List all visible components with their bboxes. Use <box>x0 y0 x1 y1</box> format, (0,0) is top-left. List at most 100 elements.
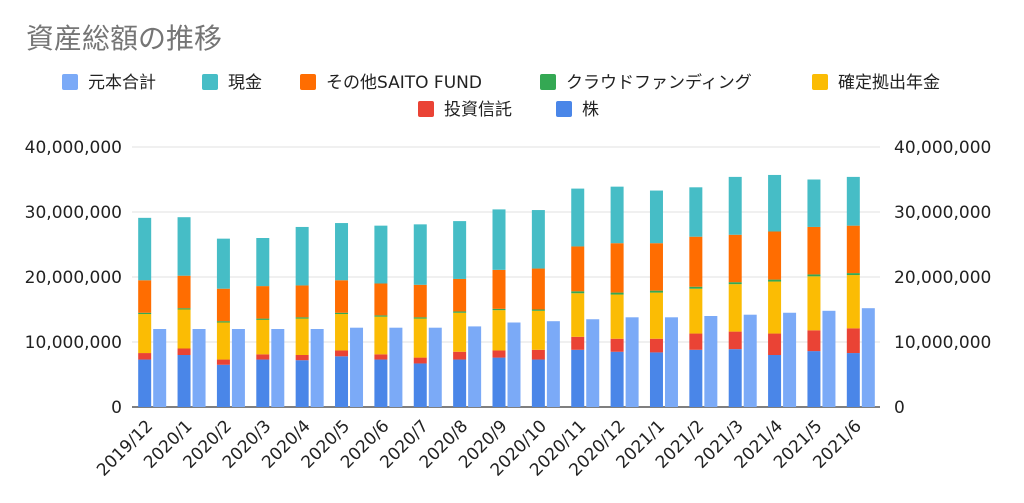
bar-segment-0-3 <box>256 359 270 407</box>
legend-swatch <box>300 74 316 90</box>
bar-segment-3-10 <box>531 309 545 311</box>
right-y-tick-label: 30,000,000 <box>894 203 991 223</box>
bar-segment-3-1 <box>177 308 191 310</box>
bar-segment-0-6 <box>374 359 388 407</box>
bar-segment-0-17 <box>807 351 821 407</box>
bar-segment-3-15 <box>728 282 742 285</box>
principal-bar-10 <box>546 321 560 407</box>
bar-segment-1-0 <box>138 353 152 360</box>
bar-segment-5-16 <box>768 174 782 232</box>
bar-segment-3-13 <box>649 290 663 293</box>
bar-segment-3-8 <box>453 311 467 313</box>
bar-segment-4-10 <box>531 268 545 310</box>
bar-segment-5-1 <box>177 217 191 276</box>
bar-segment-5-7 <box>413 224 427 285</box>
legend-item-0: 元本合計 <box>62 73 156 93</box>
principal-bar-6 <box>389 327 403 407</box>
bar-segment-4-2 <box>216 288 230 322</box>
bar-segment-5-8 <box>453 221 467 279</box>
bar-segment-0-9 <box>492 357 506 407</box>
legend-label: 株 <box>582 100 599 120</box>
legend: 元本合計 現金 その他SAITO FUND クラウドファンディング 確定拠出年金投資信託… <box>62 72 940 120</box>
left-y-tick-label: 0 <box>111 398 122 418</box>
bar-segment-2-11 <box>571 293 585 337</box>
bar-segment-2-3 <box>256 319 270 355</box>
bar-segment-5-4 <box>295 226 309 286</box>
bar-segment-2-8 <box>453 312 467 352</box>
bar-segment-1-14 <box>689 333 703 350</box>
right-y-tick-label: 20,000,000 <box>894 268 991 288</box>
bar-segment-4-15 <box>728 234 742 283</box>
bar-segment-0-4 <box>295 360 309 407</box>
legend-label: クラウドファンディング <box>566 72 752 93</box>
bar-segment-0-15 <box>728 349 742 407</box>
bar-segment-1-18 <box>846 328 860 354</box>
bar-segment-4-4 <box>295 285 309 318</box>
bar-segment-4-8 <box>453 278 467 312</box>
bar-segment-5-0 <box>138 217 152 281</box>
bar-segment-5-13 <box>649 190 663 244</box>
left-y-tick-label: 30,000,000 <box>25 203 122 223</box>
bar-segment-0-8 <box>453 359 467 407</box>
bar-segment-4-3 <box>256 286 270 319</box>
bar-segment-3-9 <box>492 308 506 311</box>
bar-segment-4-5 <box>335 280 349 313</box>
principal-bar-16 <box>783 312 797 407</box>
bar-segment-3-5 <box>335 312 349 315</box>
bar-segment-1-7 <box>413 357 427 364</box>
bar-segment-2-16 <box>768 281 782 334</box>
bar-segment-1-10 <box>531 349 545 360</box>
left-y-tick-label: 20,000,000 <box>25 268 122 288</box>
legend-item-6: 株 <box>556 100 599 120</box>
bar-segment-1-4 <box>295 355 309 361</box>
bar-segment-3-0 <box>138 312 152 315</box>
bar-segment-5-11 <box>571 188 585 247</box>
legend-swatch <box>62 74 78 90</box>
bar-segment-5-2 <box>216 238 230 289</box>
bar-segment-1-3 <box>256 354 270 360</box>
bar-segment-3-4 <box>295 317 309 319</box>
bar-segment-4-17 <box>807 226 821 275</box>
bar-segment-0-16 <box>768 355 782 407</box>
bar-segment-4-16 <box>768 231 782 280</box>
left-y-axis: 0 10,000,000 20,000,000 30,000,000 40,000,00… <box>25 138 122 418</box>
bar-segment-1-9 <box>492 350 506 358</box>
bar-segment-2-13 <box>649 292 663 339</box>
legend-label: 投資信託 <box>444 100 512 120</box>
bar-segment-2-5 <box>335 314 349 351</box>
principal-bar-4 <box>310 329 324 407</box>
legend-swatch <box>540 74 556 90</box>
legend-swatch <box>812 74 828 90</box>
bar-segment-5-9 <box>492 209 506 270</box>
bar-segment-4-11 <box>571 246 585 292</box>
x-axis: 2019/122020/12020/22020/32020/42020/5202… <box>93 416 866 480</box>
legend-item-3: クラウドファンディング <box>540 72 752 93</box>
bar-segment-2-17 <box>807 276 821 331</box>
principal-bar-12 <box>625 317 639 407</box>
bar-segment-1-16 <box>768 333 782 355</box>
stacked-bars <box>138 174 860 407</box>
right-y-axis: 0 10,000,000 20,000,000 30,000,000 40,000,00… <box>894 138 991 418</box>
bar-segment-0-13 <box>649 352 663 407</box>
bar-segment-2-0 <box>138 314 152 354</box>
bar-segment-1-13 <box>649 338 663 353</box>
bar-segment-2-15 <box>728 284 742 332</box>
bar-segment-3-2 <box>216 321 230 323</box>
bar-segment-4-6 <box>374 283 388 316</box>
bar-segment-1-17 <box>807 330 821 352</box>
principal-bar-14 <box>704 316 718 407</box>
bar-segment-5-18 <box>846 176 860 226</box>
principal-bar-13 <box>664 317 678 407</box>
bar-segment-0-18 <box>846 353 860 407</box>
legend-swatch <box>418 101 434 117</box>
left-y-tick-label: 40,000,000 <box>25 138 122 158</box>
bar-segment-3-12 <box>610 292 624 295</box>
bar-segment-4-12 <box>610 243 624 293</box>
bar-segment-5-6 <box>374 225 388 284</box>
bar-segment-4-9 <box>492 269 506 309</box>
bar-segment-2-9 <box>492 310 506 351</box>
bar-segment-3-3 <box>256 318 270 320</box>
bar-segment-3-6 <box>374 315 388 317</box>
bar-segment-3-17 <box>807 274 821 277</box>
principal-bar-15 <box>743 314 757 407</box>
